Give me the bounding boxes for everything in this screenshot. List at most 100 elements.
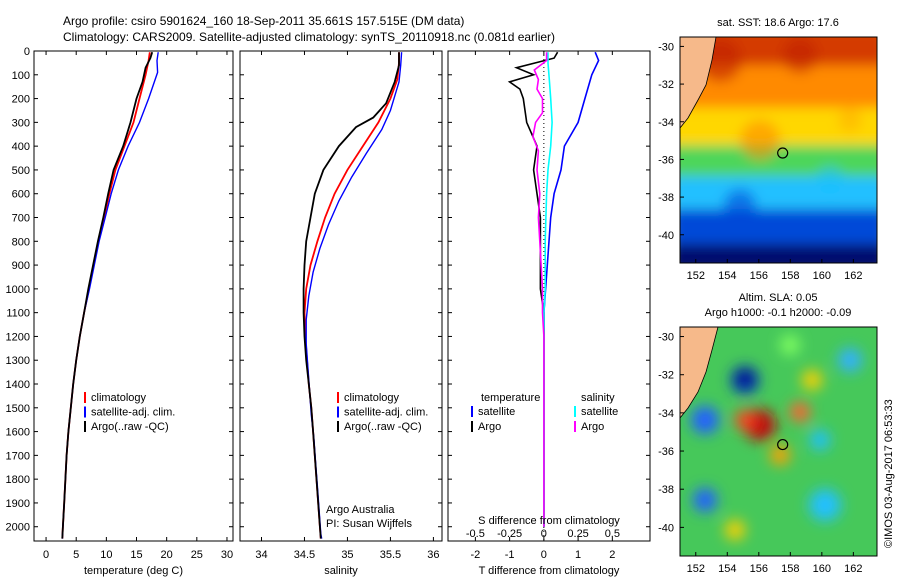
sst-band xyxy=(680,244,877,263)
legend-temperature-satellite: satellite xyxy=(478,406,515,418)
temperature-series-2 xyxy=(61,51,154,539)
salinity-xlabel: salinity xyxy=(324,565,358,577)
depth-tick-label: 1000 xyxy=(6,284,30,296)
x-tick-label: 1 xyxy=(575,549,581,561)
depth-tick-label: 1900 xyxy=(6,498,30,510)
lat-tick-label: -34 xyxy=(658,117,674,129)
sla-eddy xyxy=(780,335,800,355)
x-tick-label: 35.5 xyxy=(380,549,401,561)
sla-eddy xyxy=(693,488,717,512)
title-line-2: Climatology: CARS2009. Satellite-adjuste… xyxy=(63,30,555,44)
sla-eddy xyxy=(691,406,719,434)
sla-map-title-2: Argo h1000: -0.1 h2000: -0.09 xyxy=(705,307,852,319)
legend-title-salinity: salinity xyxy=(581,392,615,404)
depth-tick-label: 0 xyxy=(24,46,30,58)
lon-tick-label: 152 xyxy=(687,563,705,575)
x-tick-label: 35 xyxy=(341,549,353,561)
s-tick-label: -0.25 xyxy=(497,528,522,540)
sla-eddy xyxy=(802,370,822,390)
s-tick-label: 0 xyxy=(541,528,547,540)
salinity-plot-frame xyxy=(239,50,443,542)
x-tick-label: 5 xyxy=(73,549,79,561)
lat-tick-label: -32 xyxy=(658,370,674,382)
sst-land xyxy=(680,37,717,129)
lat-tick-label: -30 xyxy=(658,332,674,344)
temperature-legend-entry: Argo(..raw -QC) xyxy=(91,421,169,433)
lon-tick-label: 154 xyxy=(718,563,736,575)
depth-tick-label: 800 xyxy=(12,236,30,248)
sla-map-title-1: Altim. SLA: 0.05 xyxy=(739,292,818,304)
x-tick-label: 15 xyxy=(130,549,142,561)
temperature-xlabel: temperature (deg C) xyxy=(84,565,183,577)
legend-salinity-satellite: satellite xyxy=(581,406,618,418)
temperature-legend-entry: satellite-adj. clim. xyxy=(91,407,175,419)
lat-tick-label: -36 xyxy=(658,446,674,458)
x-tick-label: 0 xyxy=(541,549,547,561)
difference-series-1 xyxy=(507,51,559,527)
depth-tick-label: 700 xyxy=(12,213,30,225)
sla-eddy xyxy=(725,520,745,540)
x-tick-label: 34.5 xyxy=(294,549,315,561)
lat-tick-label: -40 xyxy=(658,230,674,242)
depth-tick-label: 1100 xyxy=(6,308,30,320)
title-line-1: Argo profile: csiro 5901624_160 18-Sep-2… xyxy=(63,14,464,28)
salinity-panel: 34 34.5 35 35.5 36 salinity climatology satelli… xyxy=(239,50,443,577)
lat-tick-label: -36 xyxy=(658,154,674,166)
lat-tick-label: -38 xyxy=(658,484,674,496)
s-tick-label: 0.25 xyxy=(567,528,588,540)
lon-tick-label: 160 xyxy=(813,270,831,282)
depth-tick-label: 300 xyxy=(12,117,30,129)
lon-tick-label: 158 xyxy=(781,270,799,282)
x-tick-label: 2 xyxy=(609,549,615,561)
x-tick-label: 0 xyxy=(43,549,49,561)
sst-band xyxy=(680,176,877,210)
x-tick-label: 25 xyxy=(191,549,203,561)
depth-tick-label: 200 xyxy=(12,94,30,106)
sst-feature xyxy=(740,120,780,160)
legend-salinity-argo: Argo xyxy=(581,421,604,433)
lon-tick-label: 160 xyxy=(813,563,831,575)
s-difference-label: S difference from climatology xyxy=(478,515,620,527)
salinity-annotation: Argo Australia xyxy=(326,504,395,516)
s-tick-label: 0.5 xyxy=(605,528,620,540)
sst-feature xyxy=(816,166,844,194)
depth-tick-label: 900 xyxy=(12,260,30,272)
sla-eddy xyxy=(790,402,810,422)
depth-tick-label: 100 xyxy=(12,70,30,82)
map-frame-border xyxy=(679,326,878,557)
x-tick-label: 34 xyxy=(255,549,267,561)
lon-tick-label: 156 xyxy=(750,563,768,575)
x-tick-label: -1 xyxy=(505,549,515,561)
sst-map-axes: 152 154 156 158 160 162 -30 -32 -34 -36 -38 -40 xyxy=(658,36,878,282)
profile-location-marker xyxy=(777,438,789,451)
depth-tick-label: 1200 xyxy=(6,331,30,343)
x-tick-label: 10 xyxy=(100,549,112,561)
sla-land xyxy=(680,327,719,419)
sla-eddy xyxy=(838,348,862,372)
depth-tick-label: 1700 xyxy=(6,450,30,462)
sst-band xyxy=(680,209,877,245)
lon-tick-label: 158 xyxy=(781,563,799,575)
x-tick-label: 30 xyxy=(221,549,233,561)
salinity-annotation: PI: Susan Wijffels xyxy=(326,518,412,530)
lon-tick-label: 162 xyxy=(844,270,862,282)
map-frame-border xyxy=(679,36,878,264)
sst-feature xyxy=(782,37,818,73)
salinity-legend-entry: satellite-adj. clim. xyxy=(344,407,428,419)
sla-map: Altim. SLA: 0.05 Argo h1000: -0.1 h2000:… xyxy=(658,292,878,575)
sla-eddy xyxy=(810,430,830,450)
sla-eddy xyxy=(770,445,790,465)
sst-feature xyxy=(724,189,756,221)
lat-tick-label: -34 xyxy=(658,408,674,420)
lat-tick-label: -40 xyxy=(658,522,674,534)
legend-temperature-argo: Argo xyxy=(478,421,501,433)
temperature-panel: 0100200300400500600700800900100011001200… xyxy=(6,46,234,577)
salinity-legend-entry: Argo(..raw -QC) xyxy=(344,421,422,433)
sla-eddies xyxy=(691,335,862,540)
difference-plot-frame xyxy=(447,50,651,542)
depth-tick-label: 1800 xyxy=(6,474,30,486)
difference-series-3 xyxy=(532,52,548,527)
depth-tick-label: 2000 xyxy=(6,522,30,534)
credit-text: ©IMOS 03-Aug-2017 06:53:33 xyxy=(883,399,895,548)
